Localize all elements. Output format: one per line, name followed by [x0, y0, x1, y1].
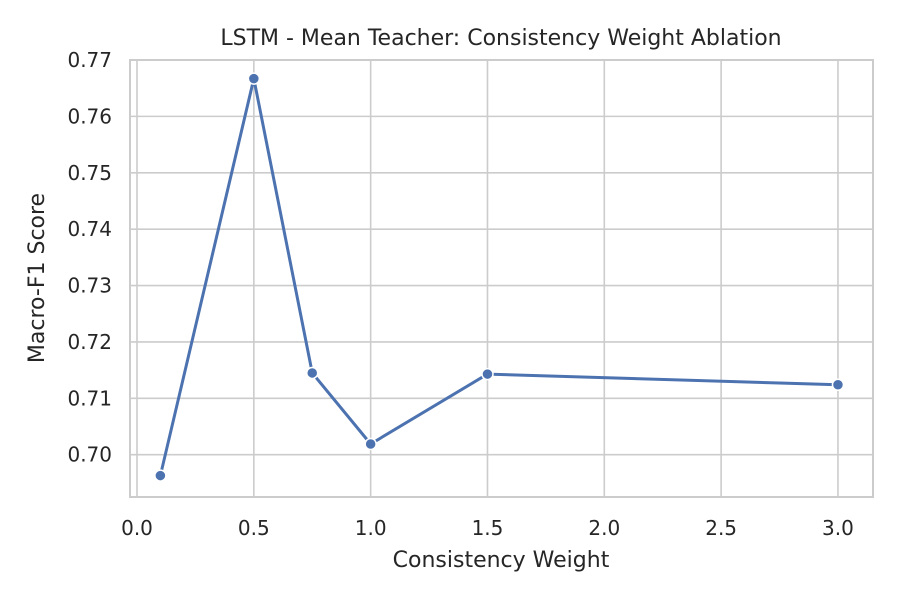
y-tick-label: 0.72: [67, 330, 112, 354]
series-line: [158, 77, 838, 476]
x-tick-label: 0.0: [121, 516, 153, 540]
x-tick-label: 2.0: [588, 516, 620, 540]
x-tick-label: 2.5: [705, 516, 737, 540]
data-point: [831, 378, 845, 392]
series-layer: [154, 72, 845, 482]
data-point: [481, 367, 494, 381]
x-tick-label: 1.0: [355, 516, 387, 540]
grid: [130, 59, 873, 497]
y-tick-label: 0.70: [67, 443, 112, 467]
chart-title: LSTM - Mean Teacher: Consistency Weight …: [220, 26, 781, 51]
data-point: [247, 72, 261, 85]
y-tick-label: 0.74: [67, 217, 112, 241]
y-tick-label: 0.76: [67, 104, 112, 128]
x-tick-label: 0.5: [238, 516, 270, 540]
x-tick-label: 1.5: [472, 516, 504, 540]
y-tick-label: 0.71: [67, 386, 112, 410]
data-point: [305, 366, 319, 380]
y-tick-label: 0.75: [67, 161, 112, 185]
x-tick-label: 3.0: [822, 516, 854, 540]
x-axis-label: Consistency Weight: [393, 548, 610, 573]
y-tick-label: 0.73: [67, 274, 112, 298]
x-axis-ticks: 0.0 0.5 1.0 1.5 2.0 2.5 3.0: [121, 516, 854, 540]
y-axis-ticks: 0.70 0.71 0.72 0.73 0.74 0.75 0.76 0.77: [67, 48, 112, 467]
data-point: [364, 437, 377, 451]
plot-frame: [129, 59, 874, 498]
data-point: [154, 469, 167, 482]
y-tick-label: 0.77: [67, 48, 112, 72]
y-axis-label: Macro-F1 Score: [25, 193, 50, 363]
